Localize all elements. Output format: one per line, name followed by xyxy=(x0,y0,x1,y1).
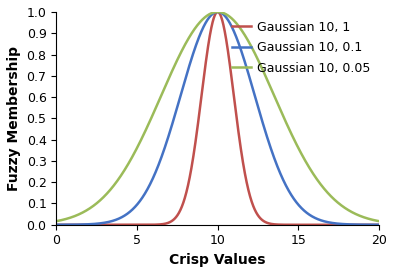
Gaussian 10, 0.05 xyxy=(367,218,372,221)
Gaussian 10, 0.05 xyxy=(368,218,372,221)
Gaussian 10, 0.1 xyxy=(367,223,372,226)
Gaussian 10, 0.1 xyxy=(71,223,75,226)
Gaussian 10, 0.1 xyxy=(308,214,313,217)
Y-axis label: Fuzzy Membership: Fuzzy Membership xyxy=(7,46,21,191)
Gaussian 10, 1 xyxy=(202,69,207,73)
Line: Gaussian 10, 1: Gaussian 10, 1 xyxy=(56,12,379,225)
Line: Gaussian 10, 0.05: Gaussian 10, 0.05 xyxy=(56,12,379,221)
Gaussian 10, 0.1 xyxy=(368,223,372,226)
Gaussian 10, 1 xyxy=(211,18,216,21)
Gaussian 10, 0.1 xyxy=(211,12,216,15)
Line: Gaussian 10, 0.1: Gaussian 10, 0.1 xyxy=(56,12,379,225)
Gaussian 10, 1 xyxy=(367,223,372,226)
Gaussian 10, 0.05 xyxy=(202,16,207,19)
Gaussian 10, 1 xyxy=(368,223,372,226)
Gaussian 10, 1 xyxy=(215,10,220,14)
Gaussian 10, 0.05 xyxy=(211,11,216,14)
Gaussian 10, 1 xyxy=(71,223,75,226)
Gaussian 10, 0.1 xyxy=(202,23,207,26)
Gaussian 10, 1 xyxy=(377,223,381,226)
Gaussian 10, 0.05 xyxy=(308,168,313,172)
X-axis label: Crisp Values: Crisp Values xyxy=(169,253,266,267)
Gaussian 10, 0.05 xyxy=(71,215,75,218)
Gaussian 10, 0.1 xyxy=(215,10,220,14)
Gaussian 10, 0.05 xyxy=(377,219,381,223)
Gaussian 10, 0.1 xyxy=(377,223,381,226)
Gaussian 10, 0.05 xyxy=(54,219,59,223)
Gaussian 10, 0.05 xyxy=(215,10,220,14)
Gaussian 10, 0.1 xyxy=(54,223,59,226)
Gaussian 10, 1 xyxy=(308,223,313,226)
Gaussian 10, 1 xyxy=(54,223,59,226)
Legend: Gaussian 10, 1, Gaussian 10, 0.1, Gaussian 10, 0.05: Gaussian 10, 1, Gaussian 10, 0.1, Gaussi… xyxy=(229,18,373,77)
